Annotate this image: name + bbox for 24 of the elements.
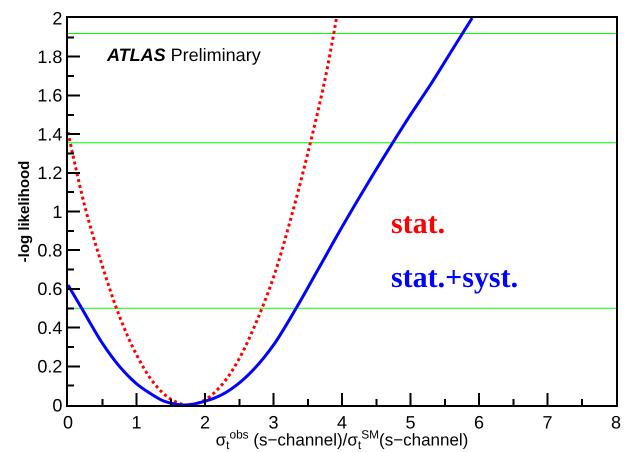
x-tick-label: 1	[131, 412, 142, 433]
y-tick-label: 1.6	[37, 86, 62, 106]
annotation: ATLAS Preliminary	[106, 45, 261, 65]
y-tick-label: 0.2	[37, 356, 62, 377]
y-tick-label: 1	[52, 202, 62, 222]
y-tick-label: 1.8	[37, 47, 62, 67]
line-series	[68, 18, 338, 405]
x-tick-label: 2	[200, 412, 210, 433]
y-tick-label: 0.4	[37, 318, 62, 338]
x-tick-label: 5	[405, 412, 416, 433]
y-tick-label: 2	[52, 8, 62, 28]
y-tick-label: 0	[52, 395, 62, 416]
text: stat.	[391, 207, 446, 240]
x-tick-label: 4	[336, 412, 348, 433]
y-tick-label: 0.6	[37, 279, 62, 300]
x-tick-label: 8	[610, 412, 622, 433]
y-tick-label: 1.4	[37, 124, 62, 144]
y-tick-label: 0.8	[37, 240, 62, 260]
x-tick-label: 3	[268, 412, 279, 433]
y-axis-title: -log likelihood	[16, 160, 34, 262]
y-tick-label: 1.2	[37, 163, 62, 184]
series-label: stat.+syst.	[391, 261, 518, 294]
x-tick-label: 7	[542, 412, 553, 433]
x-tick-label: 6	[474, 412, 484, 433]
